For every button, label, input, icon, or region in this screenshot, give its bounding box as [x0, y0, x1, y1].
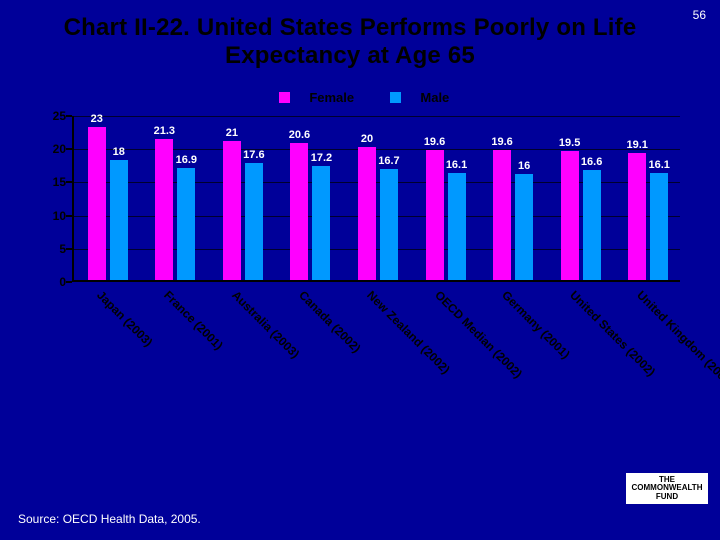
legend-label-male: Male [420, 90, 449, 105]
value-label-male: 17.6 [229, 149, 279, 161]
bar-group: 21.3 16.9 [142, 116, 210, 280]
value-label-male: 17.2 [296, 152, 346, 164]
swatch-male [390, 92, 401, 103]
bar-female [628, 153, 646, 280]
bar-male [177, 168, 195, 280]
value-label-female: 19.6 [477, 136, 527, 148]
value-label-male: 16 [499, 160, 549, 172]
value-label-male: 16.9 [161, 154, 211, 166]
bar-male [110, 160, 128, 280]
swatch-female [279, 92, 290, 103]
bar-group: 20.6 17.2 [277, 116, 345, 280]
x-axis-label: Australia (2003) [229, 288, 302, 361]
bar-group: 19.1 16.1 [614, 116, 682, 280]
y-tick-label: 5 [42, 242, 66, 256]
y-tick-label: 0 [42, 275, 66, 289]
bar-female [223, 141, 241, 280]
bar-group: 20 16.7 [344, 116, 412, 280]
value-label-female: 21 [207, 127, 257, 139]
legend-item-male: Male [382, 90, 458, 105]
bar-group: 19.6 16 [479, 116, 547, 280]
bar-male [380, 169, 398, 280]
y-tick-label: 10 [42, 209, 66, 223]
bar-male [245, 163, 263, 280]
bar-male [650, 173, 668, 280]
x-axis-label: Germany (2001) [499, 288, 573, 362]
x-axis-label: Japan (2003) [94, 288, 155, 349]
value-label-female: 19.1 [612, 139, 662, 151]
bar-group: 21 17.6 [209, 116, 277, 280]
chart-title: Chart II-22. United States Performs Poor… [60, 14, 640, 69]
value-label-male: 16.1 [432, 159, 482, 171]
bar-female [561, 151, 579, 280]
value-label-male: 18 [94, 146, 144, 158]
value-label-female: 21.3 [139, 125, 189, 137]
value-label-female: 20.6 [274, 129, 324, 141]
legend-item-female: Female [271, 90, 366, 105]
value-label-female: 19.6 [410, 136, 460, 148]
x-axis-labels: Japan (2003)France (2001)Australia (2003… [72, 286, 680, 406]
bars-container: 23 18 21.3 16.9 21 17.6 20.6 17.2 20 16.7 19.6 16.1… [74, 116, 680, 280]
legend-label-female: Female [309, 90, 354, 105]
page-number: 56 [693, 8, 706, 22]
plot-region: 23 18 21.3 16.9 21 17.6 20.6 17.2 20 16.7 19.6 16.1… [72, 116, 680, 282]
bar-male [448, 173, 466, 280]
value-label-female: 20 [342, 133, 392, 145]
value-label-male: 16.7 [364, 155, 414, 167]
x-axis-label: Canada (2002) [297, 288, 364, 355]
fund-attribution: THE COMMONWEALTH FUND [626, 473, 708, 504]
bar-group: 19.5 16.6 [547, 116, 615, 280]
y-tick-label: 25 [42, 109, 66, 123]
bar-male [583, 170, 601, 280]
legend: Female Male [44, 90, 684, 105]
fund-line3: FUND [630, 493, 704, 501]
value-label-male: 16.1 [634, 159, 684, 171]
value-label-male: 16.6 [567, 156, 617, 168]
x-axis-label: France (2001) [161, 288, 226, 353]
source-text: Source: OECD Health Data, 2005. [18, 512, 201, 526]
chart-area: Female Male 0 5 10 15 20 25 23 18 21.3 16.9 21 17.… [44, 90, 684, 370]
value-label-female: 23 [72, 113, 122, 125]
y-tick-label: 15 [42, 175, 66, 189]
value-label-female: 19.5 [545, 137, 595, 149]
bar-male [515, 174, 533, 280]
bar-male [312, 166, 330, 280]
bar-group: 19.6 16.1 [412, 116, 480, 280]
y-tick-label: 20 [42, 142, 66, 156]
bar-group: 23 18 [74, 116, 142, 280]
